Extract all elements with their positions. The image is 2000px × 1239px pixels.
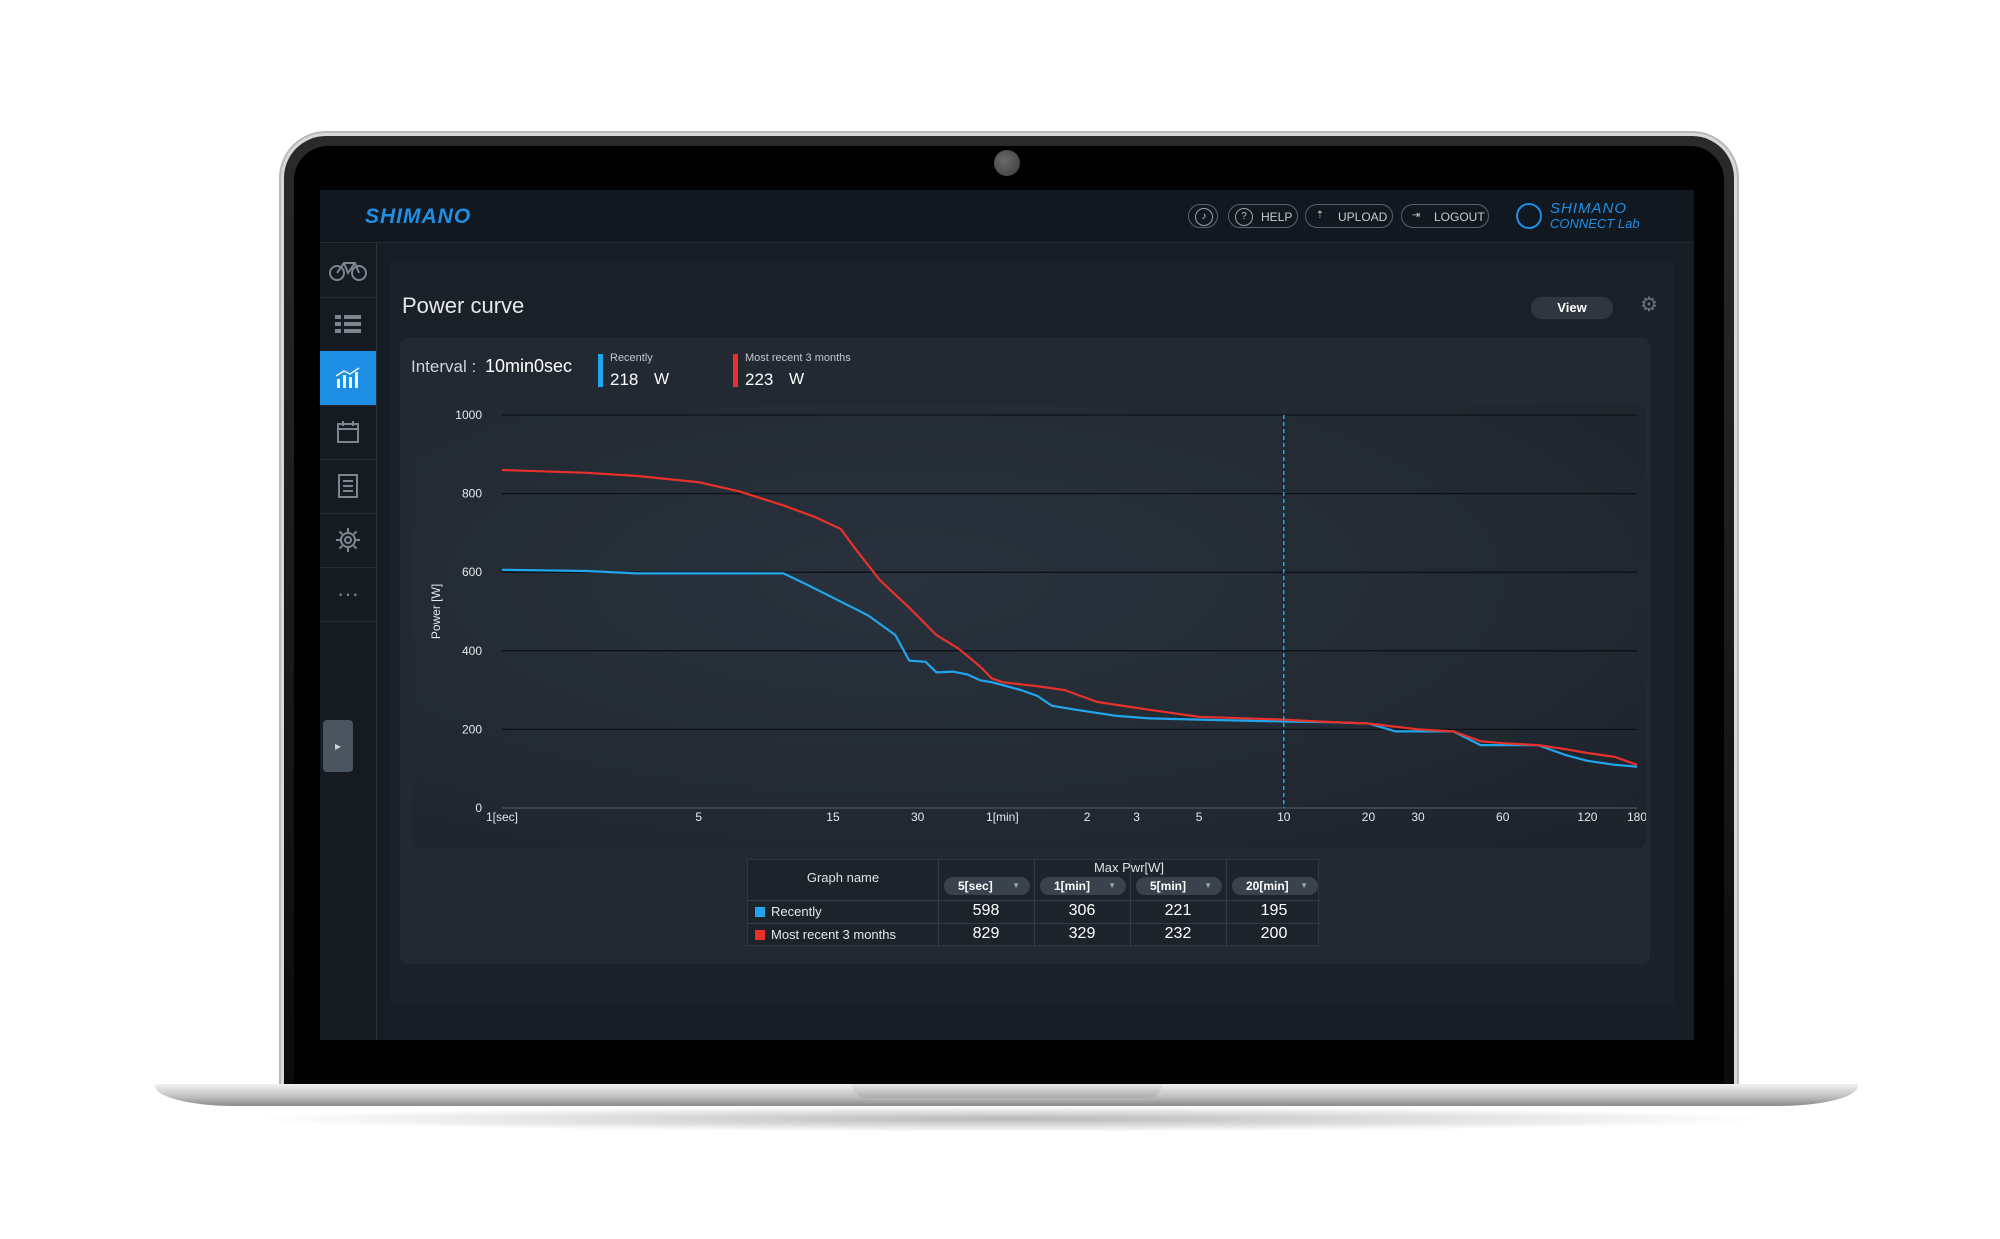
legend-name-3months: Most recent 3 months (745, 352, 851, 364)
x-tick-label: 10 (1277, 810, 1291, 824)
page-title: Power curve (402, 293, 525, 318)
series-line-recently (501, 568, 1638, 768)
connect-lab-logo-line1: SHIMANO (1550, 200, 1628, 217)
x-tick-label: 30 (1411, 810, 1425, 824)
column-select-5min[interactable]: 5[min] ▼ (1136, 877, 1222, 895)
table-cell: 329 (1068, 925, 1096, 942)
chevron-down-icon: ▼ (1300, 881, 1308, 890)
y-tick-label: 800 (462, 487, 482, 501)
sidebar-item-calendar[interactable] (320, 405, 376, 460)
sidebar-item-chart[interactable] (320, 351, 376, 406)
bike-icon (329, 262, 367, 281)
sidebar-item-document[interactable] (320, 459, 376, 514)
chevron-down-icon: ▼ (1012, 881, 1020, 890)
sidebar: ··· ▸ (320, 243, 377, 1040)
table-cell: 829 (972, 925, 1000, 942)
more-icon: ··· (337, 581, 359, 606)
sidebar-item-list[interactable] (320, 297, 376, 352)
notifications-button[interactable]: ♪ (1188, 204, 1218, 228)
x-tick-label: 5 (1196, 810, 1203, 824)
gear-icon (336, 528, 360, 552)
x-tick-label: 20 (1362, 810, 1376, 824)
table-cell: 306 (1068, 902, 1096, 919)
column-select-5sec[interactable]: 5[sec] ▼ (944, 877, 1030, 895)
bell-icon: ♪ (1195, 208, 1213, 226)
laptop-notch (852, 1084, 1162, 1098)
y-tick-label: 400 (462, 644, 482, 658)
chevron-down-icon: ▼ (1204, 881, 1212, 890)
table-cell: 195 (1260, 902, 1288, 919)
calendar-icon (337, 421, 359, 443)
x-tick-label: 5 (695, 810, 702, 824)
sidebar-item-bike[interactable] (320, 243, 376, 298)
y-axis-label: Power [W] (429, 584, 443, 639)
table-cell: 232 (1164, 925, 1192, 942)
sidebar-item-more[interactable]: ··· (320, 567, 376, 622)
graph-name-header: Graph name (806, 870, 880, 885)
row-swatch-recently (755, 907, 765, 917)
interval-label: Interval : (411, 357, 477, 376)
upload-button[interactable]: ⇡ UPLOAD (1305, 204, 1393, 228)
series-line-3months (501, 468, 1638, 766)
help-button[interactable]: ? HELP (1228, 204, 1298, 228)
legend-swatch-recently (598, 354, 603, 387)
logout-button[interactable]: ⇥ LOGOUT (1401, 204, 1489, 228)
view-button[interactable]: View (1531, 297, 1613, 319)
column-select-1min[interactable]: 1[min] ▼ (1040, 877, 1126, 895)
table-cell: 200 (1260, 925, 1288, 942)
x-tick-label: 3 (1133, 810, 1140, 824)
sidebar-expand-toggle[interactable]: ▸ (323, 720, 353, 772)
laptop-shadow (240, 1106, 1780, 1132)
logout-icon: ⇥ (1411, 210, 1421, 221)
legend-unit-recently: W (654, 371, 670, 388)
legend-unit-3months: W (789, 371, 805, 388)
power-curve-svg: 0 200 400 600 800 1000 1[sec] 5 15 30 1[min] 2 3 5 10 2… (429, 408, 1646, 824)
chevron-down-icon: ▼ (1108, 881, 1116, 890)
question-icon: ? (1235, 208, 1253, 226)
connect-lab-logo-icon (1516, 203, 1542, 229)
row-name-recently: Recently (771, 904, 822, 919)
legend-value-recently: 218 (610, 370, 639, 389)
column-select-20min[interactable]: 20[min] ▼ (1232, 877, 1318, 895)
y-tick-label: 0 (475, 801, 482, 815)
top-bar: SHIMANO ♪ ? HELP ⇡ UPLOAD ⇥ LOGOUT SHIMA… (320, 190, 1694, 243)
list-icon (335, 315, 361, 333)
help-label: HELP (1261, 210, 1293, 224)
x-tick-label: 15 (826, 810, 840, 824)
upload-label: UPLOAD (1338, 210, 1388, 224)
y-tick-label: 1000 (455, 408, 482, 422)
row-name-3months: Most recent 3 months (771, 927, 896, 942)
y-tick-label: 200 (462, 722, 482, 736)
max-power-header: Max Pwr[W] (1093, 860, 1165, 875)
settings-gear-icon[interactable]: ⚙ (1640, 294, 1658, 316)
x-tick-label: 1[min] (986, 810, 1019, 824)
x-tick-label: 60 (1496, 810, 1510, 824)
upload-icon: ⇡ (1315, 210, 1325, 221)
x-tick-label: 180 (1627, 810, 1646, 824)
camera-icon (994, 150, 1020, 176)
table-cell: 598 (972, 902, 1000, 919)
y-tick-label: 600 (462, 565, 482, 579)
row-swatch-3months (755, 930, 765, 940)
document-icon (338, 474, 358, 498)
sidebar-item-settings[interactable] (320, 513, 376, 568)
x-tick-label: 1[sec] (486, 810, 518, 824)
legend-name-recently: Recently (610, 352, 653, 364)
brand-logo: SHIMANO (365, 205, 472, 228)
interval-value: 10min0sec (485, 356, 573, 376)
connect-lab-logo-line2: CONNECT Lab (1550, 216, 1640, 231)
x-tick-label: 30 (911, 810, 925, 824)
power-curve-chart: 0 200 400 600 800 1000 1[sec] 5 15 30 1[min] 2 3 5 10 2… (412, 405, 1646, 848)
x-tick-label: 120 (1577, 810, 1597, 824)
legend-value-3months: 223 (745, 370, 774, 389)
logout-label: LOGOUT (1434, 210, 1485, 224)
max-power-table: Graph name Max Pwr[W] 5[sec] ▼ 1[min] ▼ 5[… (747, 859, 1320, 947)
x-tick-label: 2 (1084, 810, 1091, 824)
chart-icon (335, 367, 360, 388)
legend-swatch-3months (733, 354, 738, 387)
table-cell: 221 (1164, 902, 1192, 919)
